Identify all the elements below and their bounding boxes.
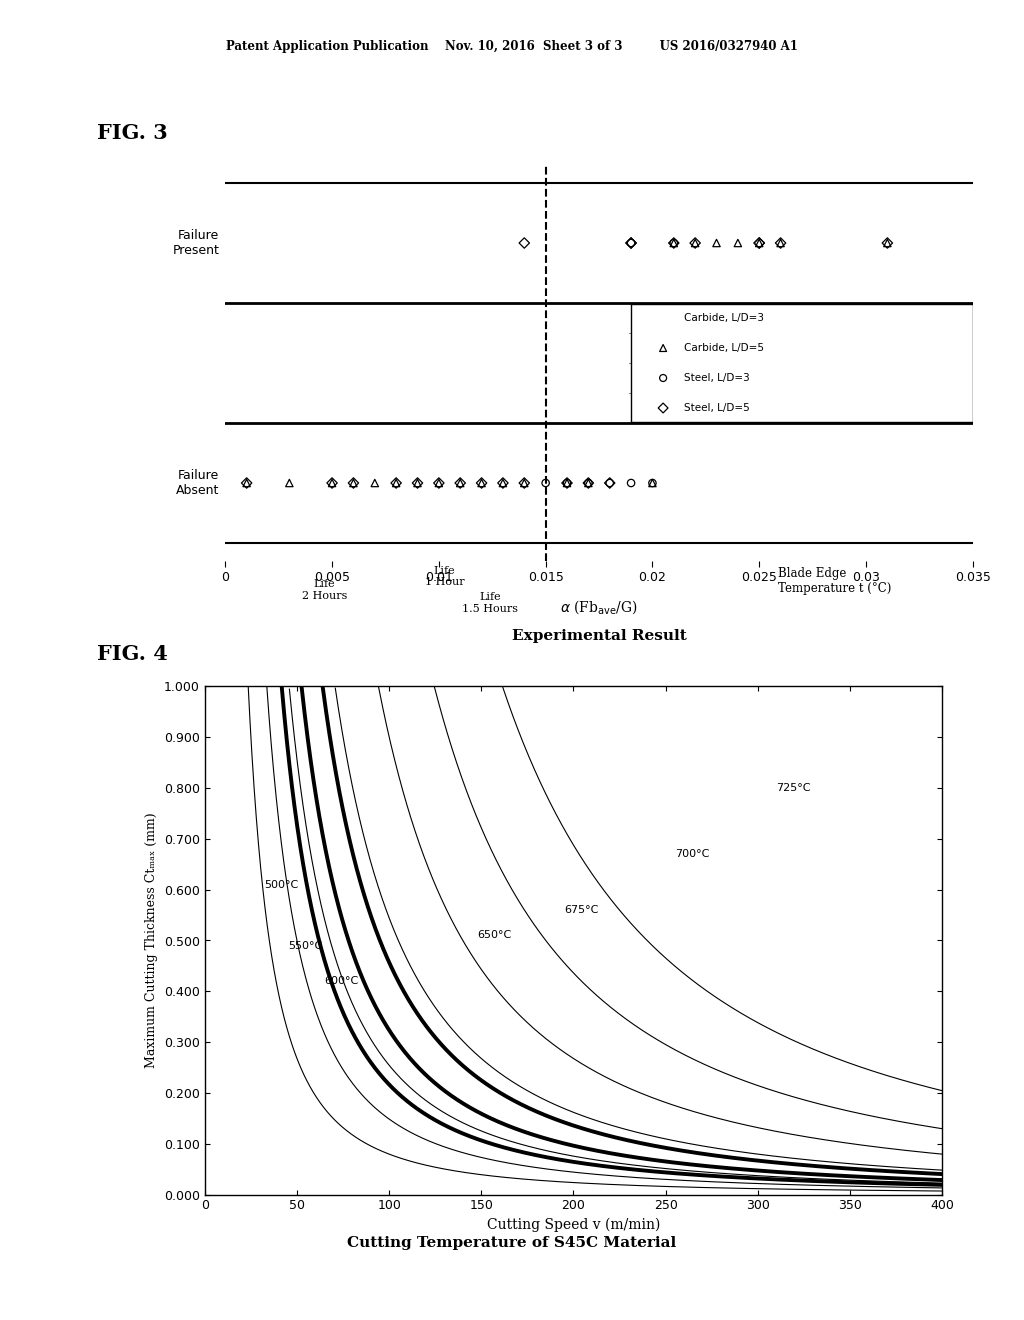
- Point: [880, 232, 896, 253]
- Point: [473, 473, 489, 494]
- Point: [709, 232, 725, 253]
- Point: [772, 232, 788, 253]
- Y-axis label: Maximum Cutting Thickness Ctₘₐₓ (mm): Maximum Cutting Thickness Ctₘₐₓ (mm): [145, 813, 159, 1068]
- Point: [581, 473, 597, 494]
- Point: [581, 473, 597, 494]
- Point: [473, 473, 489, 494]
- X-axis label: Cutting Speed v (m/min): Cutting Speed v (m/min): [486, 1218, 660, 1233]
- Point: [666, 232, 682, 253]
- Text: 550°C: 550°C: [288, 941, 322, 950]
- FancyBboxPatch shape: [631, 304, 973, 422]
- Point: [367, 473, 383, 494]
- Point: [880, 232, 896, 253]
- Text: FIG. 3: FIG. 3: [97, 123, 168, 143]
- Text: Carbide, L/D=5: Carbide, L/D=5: [684, 343, 765, 352]
- Point: [516, 473, 532, 494]
- Point: [655, 397, 672, 418]
- Text: Cutting Temperature of S45C Material: Cutting Temperature of S45C Material: [347, 1237, 677, 1250]
- Point: [559, 473, 575, 494]
- Point: [431, 473, 447, 494]
- Text: Life
1 Hour: Life 1 Hour: [425, 566, 464, 587]
- Text: FIG. 4: FIG. 4: [97, 644, 168, 664]
- Text: 650°C: 650°C: [477, 931, 512, 940]
- Point: [388, 473, 404, 494]
- Point: [623, 232, 639, 253]
- Point: [559, 473, 575, 494]
- Point: [282, 473, 298, 494]
- Point: [601, 473, 617, 494]
- Text: Life
1.5 Hours: Life 1.5 Hours: [463, 593, 518, 614]
- Point: [410, 473, 426, 494]
- Point: [345, 473, 361, 494]
- Text: Blade Edge
Temperature t (°C): Blade Edge Temperature t (°C): [778, 566, 892, 595]
- Text: Failure
Present: Failure Present: [172, 228, 219, 257]
- Text: Carbide, L/D=3: Carbide, L/D=3: [684, 313, 765, 323]
- Point: [516, 473, 532, 494]
- Point: [431, 473, 447, 494]
- Point: [644, 473, 660, 494]
- Point: [601, 473, 617, 494]
- Point: [655, 338, 672, 359]
- Text: 700°C: 700°C: [675, 849, 710, 859]
- Point: [751, 232, 767, 253]
- Point: [581, 473, 597, 494]
- Point: [623, 473, 639, 494]
- Point: [623, 473, 639, 494]
- Point: [239, 473, 255, 494]
- Point: [730, 232, 746, 253]
- Point: [410, 473, 426, 494]
- Point: [559, 473, 575, 494]
- Point: [538, 473, 554, 494]
- Text: Failure
Absent: Failure Absent: [176, 469, 219, 498]
- Point: [538, 473, 554, 494]
- Text: 725°C: 725°C: [776, 783, 811, 793]
- Text: 500°C: 500°C: [264, 879, 298, 890]
- Point: [666, 232, 682, 253]
- Text: 600°C: 600°C: [325, 977, 358, 986]
- Text: Experimental Result: Experimental Result: [512, 630, 686, 643]
- Point: [324, 473, 340, 494]
- Point: [581, 473, 597, 494]
- Point: [751, 232, 767, 253]
- Point: [666, 232, 682, 253]
- Point: [623, 232, 639, 253]
- Point: [655, 308, 672, 329]
- Point: [452, 473, 468, 494]
- Point: [239, 473, 255, 494]
- Point: [623, 232, 639, 253]
- Point: [687, 232, 703, 253]
- Point: [388, 473, 404, 494]
- Point: [666, 232, 682, 253]
- Text: 675°C: 675°C: [564, 906, 599, 915]
- Point: [772, 232, 788, 253]
- Point: [751, 232, 767, 253]
- Point: [655, 367, 672, 388]
- Point: [452, 473, 468, 494]
- Point: [644, 473, 660, 494]
- Point: [623, 232, 639, 253]
- Point: [495, 473, 511, 494]
- Text: Steel, L/D=5: Steel, L/D=5: [684, 403, 751, 413]
- Point: [559, 473, 575, 494]
- Point: [495, 473, 511, 494]
- Text: Steel, L/D=3: Steel, L/D=3: [684, 374, 751, 383]
- Point: [601, 473, 617, 494]
- Point: [687, 232, 703, 253]
- Point: [516, 232, 532, 253]
- Point: [345, 473, 361, 494]
- Text: Life
2 Hours: Life 2 Hours: [302, 579, 347, 601]
- Text: $\alpha$ (Fb$_{\rm ave}$/G): $\alpha$ (Fb$_{\rm ave}$/G): [560, 598, 638, 615]
- Point: [324, 473, 340, 494]
- Text: Patent Application Publication    Nov. 10, 2016  Sheet 3 of 3         US 2016/03: Patent Application Publication Nov. 10, …: [226, 40, 798, 53]
